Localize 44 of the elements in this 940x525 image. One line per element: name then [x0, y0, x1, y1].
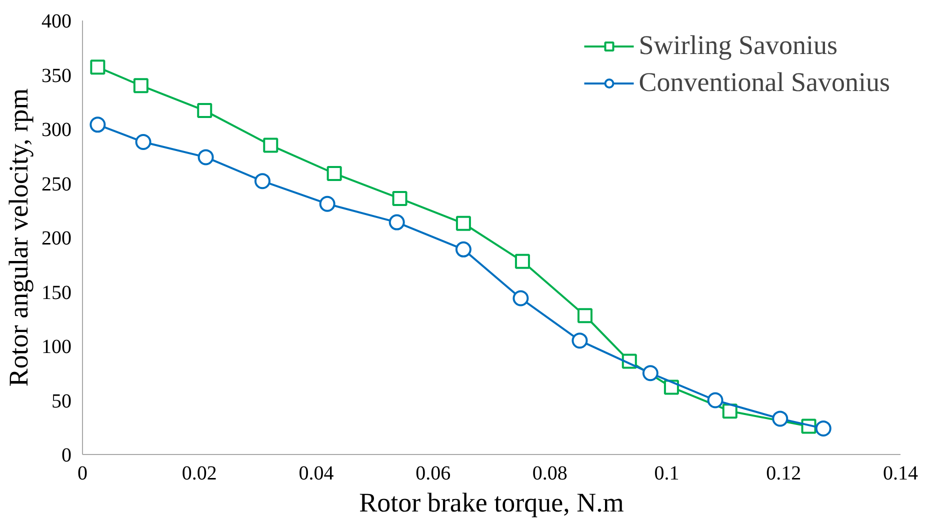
point: [456, 216, 471, 231]
legend-label: Conventional Savonius: [638, 67, 890, 98]
y-tick-label: 100: [42, 336, 72, 358]
y-axis-title: Rotor angular velocity, rpm: [4, 88, 34, 387]
y-tick-label: 0: [62, 444, 72, 466]
point: [135, 134, 152, 150]
x-tick-label: 0.1: [654, 462, 680, 484]
point: [642, 365, 658, 382]
point: [514, 254, 530, 269]
point: [707, 392, 724, 408]
point: [392, 190, 408, 206]
point: [90, 116, 106, 133]
x-tick-label: 0.06: [416, 462, 451, 484]
y-tick-label: 150: [42, 282, 72, 304]
point: [263, 138, 278, 153]
x-tick-label: 0.08: [532, 462, 568, 484]
y-tick-label: 350: [42, 64, 72, 87]
point: [772, 410, 788, 427]
point: [90, 60, 106, 75]
y-tick-label: 300: [42, 119, 72, 141]
point: [326, 166, 342, 181]
point: [572, 332, 588, 349]
y-tick-label: 400: [42, 10, 72, 32]
x-tick-label: 0.04: [298, 462, 334, 484]
x-tick-label: 0.02: [182, 462, 217, 484]
point: [198, 149, 214, 166]
point: [722, 404, 738, 419]
point: [577, 308, 592, 324]
point: [133, 78, 148, 94]
y-tick-label: 200: [42, 228, 72, 250]
point: [388, 214, 405, 230]
point: [512, 290, 529, 306]
point: [319, 196, 336, 212]
point: [455, 241, 472, 258]
point: [254, 173, 270, 190]
y-tick-label: 250: [42, 173, 72, 196]
x-tick-label: 0.12: [766, 462, 802, 484]
point: [197, 103, 212, 118]
legend-label: Swirling Savonius: [638, 30, 838, 61]
y-tick-label: 50: [52, 390, 72, 412]
point: [815, 420, 832, 436]
x-tick-label: 0.14: [883, 462, 918, 484]
x-axis-title: Rotor brake torque, N.m: [359, 488, 624, 518]
x-tick-label: 0: [78, 462, 88, 484]
